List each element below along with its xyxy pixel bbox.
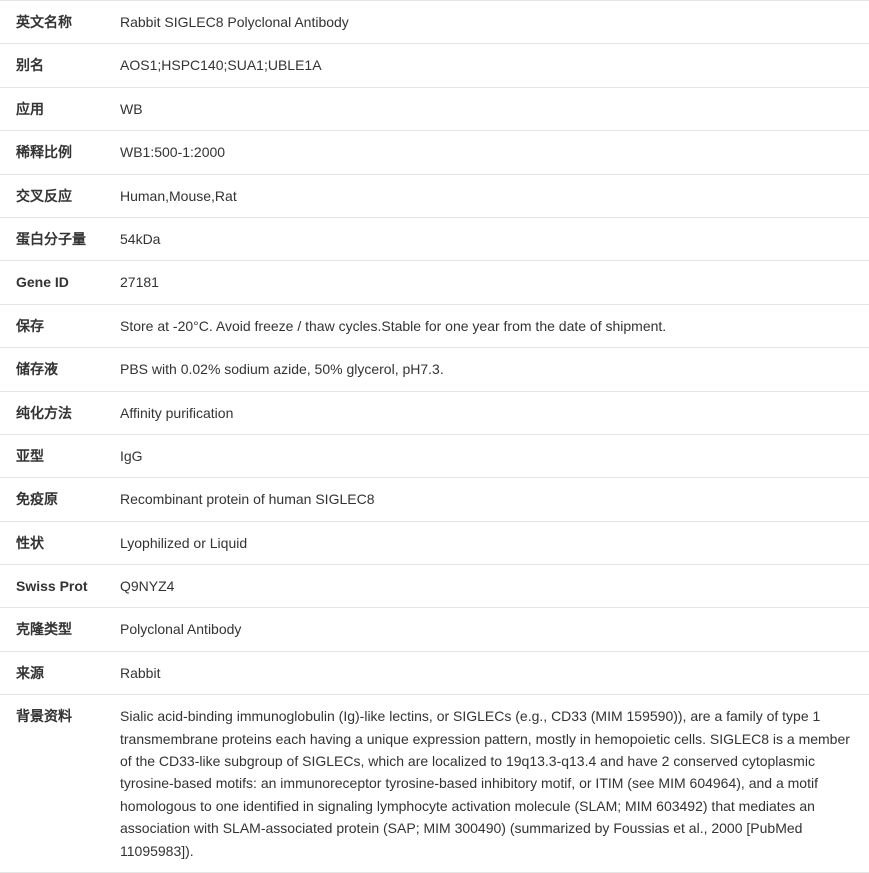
- row-value: 54kDa: [120, 228, 869, 250]
- table-row: Gene ID27181: [0, 261, 869, 304]
- table-row: 性状Lyophilized or Liquid: [0, 522, 869, 565]
- table-row: 稀释比例WB1:500-1:2000: [0, 131, 869, 174]
- row-label: 蛋白分子量: [0, 228, 120, 250]
- row-label: 性状: [0, 532, 120, 554]
- table-row: 纯化方法Affinity purification: [0, 392, 869, 435]
- row-value: IgG: [120, 445, 869, 467]
- table-row: 英文名称Rabbit SIGLEC8 Polyclonal Antibody: [0, 0, 869, 44]
- table-row: 应用WB: [0, 88, 869, 131]
- row-value: WB: [120, 98, 869, 120]
- row-value: 27181: [120, 271, 869, 293]
- table-row: 储存液PBS with 0.02% sodium azide, 50% glyc…: [0, 348, 869, 391]
- row-value: Store at -20°C. Avoid freeze / thaw cycl…: [120, 315, 869, 337]
- row-label: 英文名称: [0, 11, 120, 33]
- row-label: 应用: [0, 98, 120, 120]
- table-row: 交叉反应Human,Mouse,Rat: [0, 175, 869, 218]
- row-label: 稀释比例: [0, 141, 120, 163]
- row-label: 交叉反应: [0, 185, 120, 207]
- row-value: Rabbit: [120, 662, 869, 684]
- row-value: AOS1;HSPC140;SUA1;UBLE1A: [120, 54, 869, 76]
- spec-table: 英文名称Rabbit SIGLEC8 Polyclonal Antibody别名…: [0, 0, 869, 873]
- row-label: 纯化方法: [0, 402, 120, 424]
- row-value: Recombinant protein of human SIGLEC8: [120, 488, 869, 510]
- row-value: Lyophilized or Liquid: [120, 532, 869, 554]
- row-label: 克隆类型: [0, 618, 120, 640]
- table-row: 别名AOS1;HSPC140;SUA1;UBLE1A: [0, 44, 869, 87]
- row-value: WB1:500-1:2000: [120, 141, 869, 163]
- table-row: 背景资料Sialic acid-binding immunoglobulin (…: [0, 695, 869, 873]
- table-row: Swiss ProtQ9NYZ4: [0, 565, 869, 608]
- row-label: 亚型: [0, 445, 120, 467]
- table-row: 保存Store at -20°C. Avoid freeze / thaw cy…: [0, 305, 869, 348]
- row-label: 背景资料: [0, 705, 120, 727]
- row-label: 保存: [0, 315, 120, 337]
- row-value: Human,Mouse,Rat: [120, 185, 869, 207]
- row-value: Q9NYZ4: [120, 575, 869, 597]
- row-label: 储存液: [0, 358, 120, 380]
- table-row: 来源Rabbit: [0, 652, 869, 695]
- row-value: Affinity purification: [120, 402, 869, 424]
- table-row: 克隆类型Polyclonal Antibody: [0, 608, 869, 651]
- row-label: 免疫原: [0, 488, 120, 510]
- table-row: 蛋白分子量54kDa: [0, 218, 869, 261]
- row-label: Swiss Prot: [0, 575, 120, 597]
- row-value: PBS with 0.02% sodium azide, 50% glycero…: [120, 358, 869, 380]
- table-row: 亚型IgG: [0, 435, 869, 478]
- row-value: Polyclonal Antibody: [120, 618, 869, 640]
- row-value: Rabbit SIGLEC8 Polyclonal Antibody: [120, 11, 869, 33]
- row-label: Gene ID: [0, 271, 120, 293]
- table-row: 免疫原Recombinant protein of human SIGLEC8: [0, 478, 869, 521]
- row-label: 别名: [0, 54, 120, 76]
- row-label: 来源: [0, 662, 120, 684]
- row-value: Sialic acid-binding immunoglobulin (Ig)-…: [120, 705, 869, 862]
